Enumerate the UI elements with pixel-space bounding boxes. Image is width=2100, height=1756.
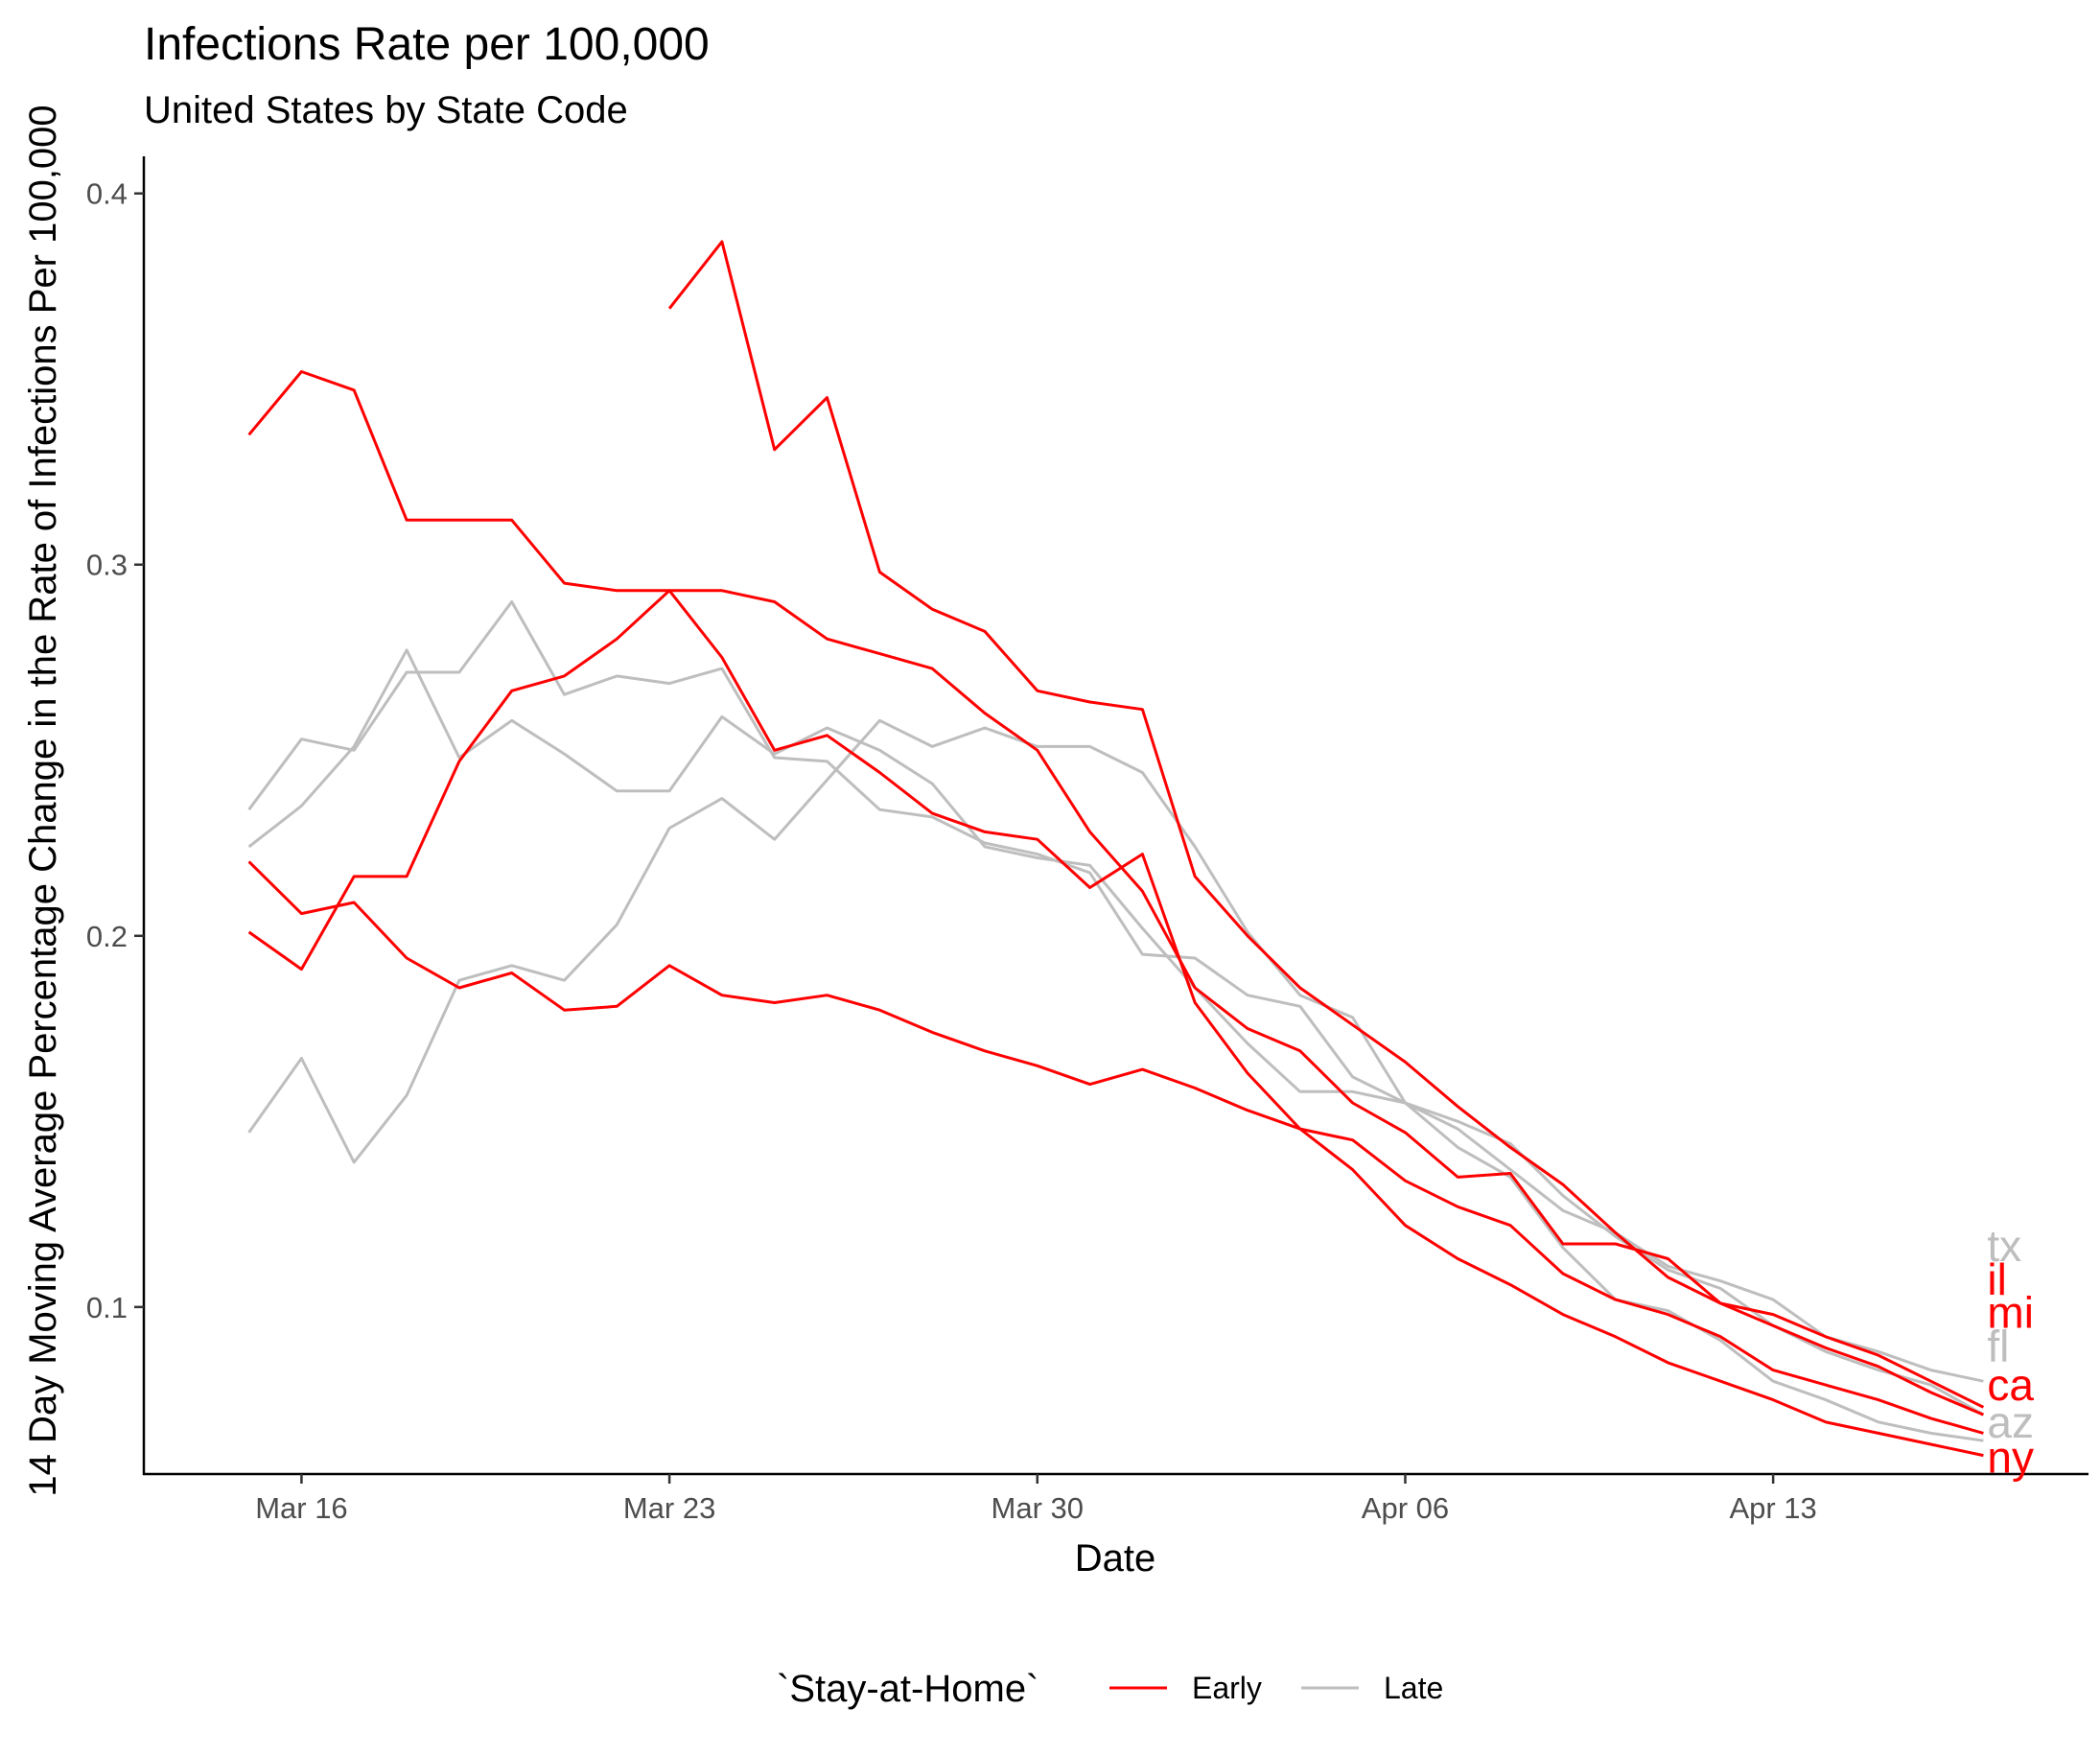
legend-label-late: Late (1384, 1671, 1443, 1705)
end-label-ca: ca (1987, 1360, 2034, 1410)
series-line-early-1 (667, 240, 1985, 1409)
series-line-late-6 (247, 648, 1985, 1417)
series-line-late-7 (247, 718, 1984, 1442)
end-label-tx: tx (1987, 1221, 2021, 1271)
x-tick-label: Mar 23 (623, 1491, 715, 1525)
y-tick-label: 0.2 (86, 920, 128, 953)
y-tick-label: 0.3 (86, 549, 128, 582)
axis-layer (142, 156, 2088, 1476)
x-tick-label: Mar 16 (255, 1491, 347, 1525)
end-label-ny: ny (1987, 1433, 2034, 1483)
series-line-early-3 (247, 589, 1984, 1458)
legend-title: `Stay-at-Home` (777, 1668, 1038, 1710)
series-line-late-5 (247, 600, 1984, 1383)
y-tick-label: 0.4 (86, 177, 128, 211)
series-line-early-4 (247, 860, 1984, 1435)
tick-layer: Mar 16 Mar 23 Mar 30 Apr 06 Apr 13 0.1 0.2 0.3 0… (86, 177, 1817, 1525)
series-line-early-2 (247, 370, 1984, 1417)
end-label-il: il (1987, 1254, 2006, 1304)
legend: `Stay-at-Home` Early Late (777, 1668, 1443, 1710)
x-tick-label: Apr 13 (1729, 1491, 1816, 1525)
x-tick-label: Mar 30 (992, 1491, 1084, 1525)
end-label-az: az (1987, 1397, 2034, 1447)
x-tick-label: Apr 06 (1362, 1491, 1449, 1525)
series-layer (247, 240, 1985, 1458)
chart-subtitle: United States by State Code (144, 89, 628, 131)
chart-title: Infections Rate per 100,000 (144, 19, 710, 70)
y-axis-title: 14 Day Moving Average Percentage Change … (22, 105, 64, 1496)
end-label-fl: fl (1987, 1321, 2009, 1370)
x-axis-title: Date (1075, 1537, 1156, 1580)
legend-label-early: Early (1192, 1671, 1262, 1705)
end-label-mi: mi (1987, 1288, 2034, 1338)
y-tick-label: 0.1 (86, 1291, 128, 1324)
